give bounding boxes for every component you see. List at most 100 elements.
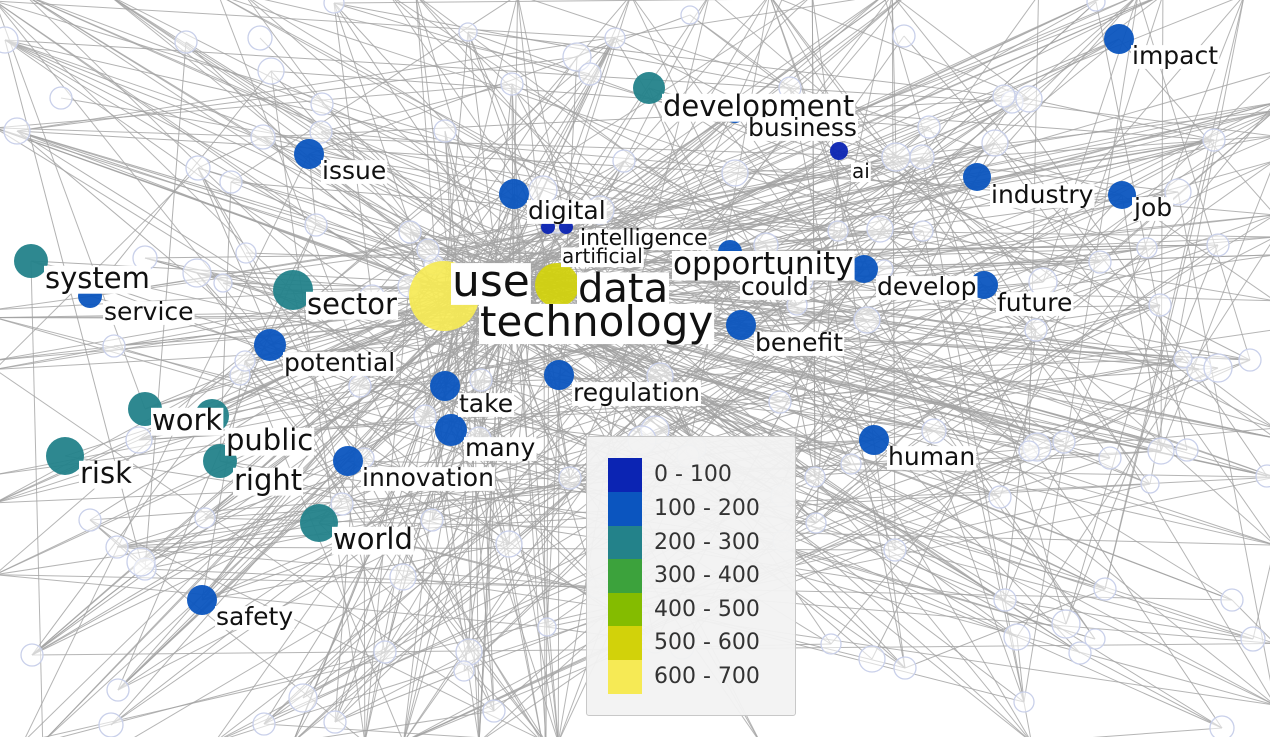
graph-edge	[4, 39, 839, 232]
node-system[interactable]	[14, 244, 48, 278]
background-node	[348, 374, 372, 398]
graph-edge	[1252, 564, 1270, 640]
node-label-potential: potential	[284, 348, 395, 377]
label-background	[851, 162, 871, 183]
graph-edge	[1104, 139, 1215, 590]
node-development[interactable]	[633, 72, 665, 104]
graph-edge	[518, 317, 547, 737]
graph-edge	[46, 297, 469, 737]
graph-edge	[1023, 0, 1138, 703]
label-background	[451, 263, 531, 305]
background-node	[988, 485, 1012, 509]
legend-label: 200 - 300	[654, 530, 760, 555]
legend-label: 400 - 500	[654, 597, 760, 622]
graph-edge	[772, 0, 1151, 485]
graph-edge	[1004, 0, 1243, 601]
graph-edge	[1160, 0, 1164, 452]
graph-edge	[359, 255, 1270, 387]
node-label-human: human	[888, 442, 975, 471]
node-many[interactable]	[435, 414, 467, 446]
graph-edge	[270, 70, 365, 737]
node-impact[interactable]	[1104, 24, 1134, 54]
graph-edge	[1042, 194, 1123, 283]
graph-edge	[138, 73, 591, 441]
background-node	[992, 84, 1016, 108]
background-node	[310, 92, 334, 116]
graph-edge	[46, 276, 495, 737]
graph-edge	[89, 70, 272, 297]
node-label-innovation: innovation	[362, 463, 494, 492]
graph-edge	[503, 304, 598, 589]
graph-edge	[1177, 191, 1270, 682]
label-background	[527, 200, 607, 224]
graph-edge	[295, 296, 538, 737]
graph-edge	[734, 112, 1096, 640]
node-label-use: use	[452, 256, 530, 307]
background-node	[1203, 353, 1233, 383]
background-node	[1052, 430, 1076, 454]
node-world[interactable]	[300, 504, 338, 542]
node-safety[interactable]	[187, 585, 217, 615]
node-ai[interactable]	[830, 142, 848, 160]
label-background	[79, 460, 134, 489]
node-label-risk: risk	[80, 456, 132, 490]
background-node	[105, 535, 129, 559]
graph-edge	[478, 286, 508, 737]
node-industry[interactable]	[963, 163, 991, 191]
graph-edge	[451, 280, 542, 737]
node-develop[interactable]	[850, 255, 878, 283]
node-potential[interactable]	[254, 329, 286, 361]
graph-edge	[508, 269, 559, 737]
node-sector[interactable]	[273, 270, 313, 310]
node-take[interactable]	[430, 371, 460, 401]
background-node	[820, 633, 842, 655]
background-node	[1088, 250, 1112, 274]
background-node	[235, 242, 257, 264]
background-node	[309, 120, 333, 144]
graph-edge	[115, 0, 852, 465]
graph-edge	[211, 0, 1098, 417]
background-node	[102, 334, 126, 358]
node-job[interactable]	[1108, 181, 1136, 209]
label-layer: use datatechnologydevelopmentbusinessaiim…	[44, 41, 1220, 631]
background-node	[125, 426, 153, 454]
graph-edge	[25, 153, 310, 737]
graph-edge	[197, 167, 516, 269]
background-node	[1013, 691, 1035, 713]
graph-edge	[1065, 244, 1219, 625]
label-background	[577, 272, 670, 311]
graph-edge	[31, 0, 435, 266]
background-node	[469, 368, 493, 392]
node-label-work: work	[152, 403, 222, 437]
graph-edge	[0, 128, 485, 282]
color-legend: 0 - 100 100 - 200 200 - 300 300 - 400 40…	[586, 436, 796, 716]
background-node	[106, 678, 130, 702]
node-data[interactable]	[535, 263, 579, 307]
background-node	[416, 238, 440, 262]
background-node	[20, 643, 44, 667]
legend-swatch	[608, 559, 642, 593]
graph-edge	[478, 310, 501, 737]
node-label-public: public	[226, 423, 313, 457]
background-node	[1068, 641, 1092, 665]
background-node	[455, 638, 483, 666]
background-node	[858, 645, 886, 673]
background-node	[1003, 623, 1031, 651]
label-background	[225, 427, 315, 456]
background-node	[323, 710, 347, 734]
node-issue[interactable]	[294, 139, 324, 169]
node-risk[interactable]	[46, 437, 84, 475]
background-node	[453, 660, 475, 682]
node-benefit[interactable]	[726, 310, 756, 340]
node-digital[interactable]	[499, 179, 529, 209]
node-human[interactable]	[859, 425, 889, 455]
label-background	[572, 382, 701, 406]
background-node	[323, 0, 345, 14]
background-node	[330, 492, 354, 516]
node-innovation[interactable]	[333, 446, 363, 476]
node-regulation[interactable]	[544, 360, 574, 390]
node-label-could: could	[741, 272, 809, 301]
graph-edge	[16, 0, 856, 132]
graph-edge	[815, 244, 1219, 524]
